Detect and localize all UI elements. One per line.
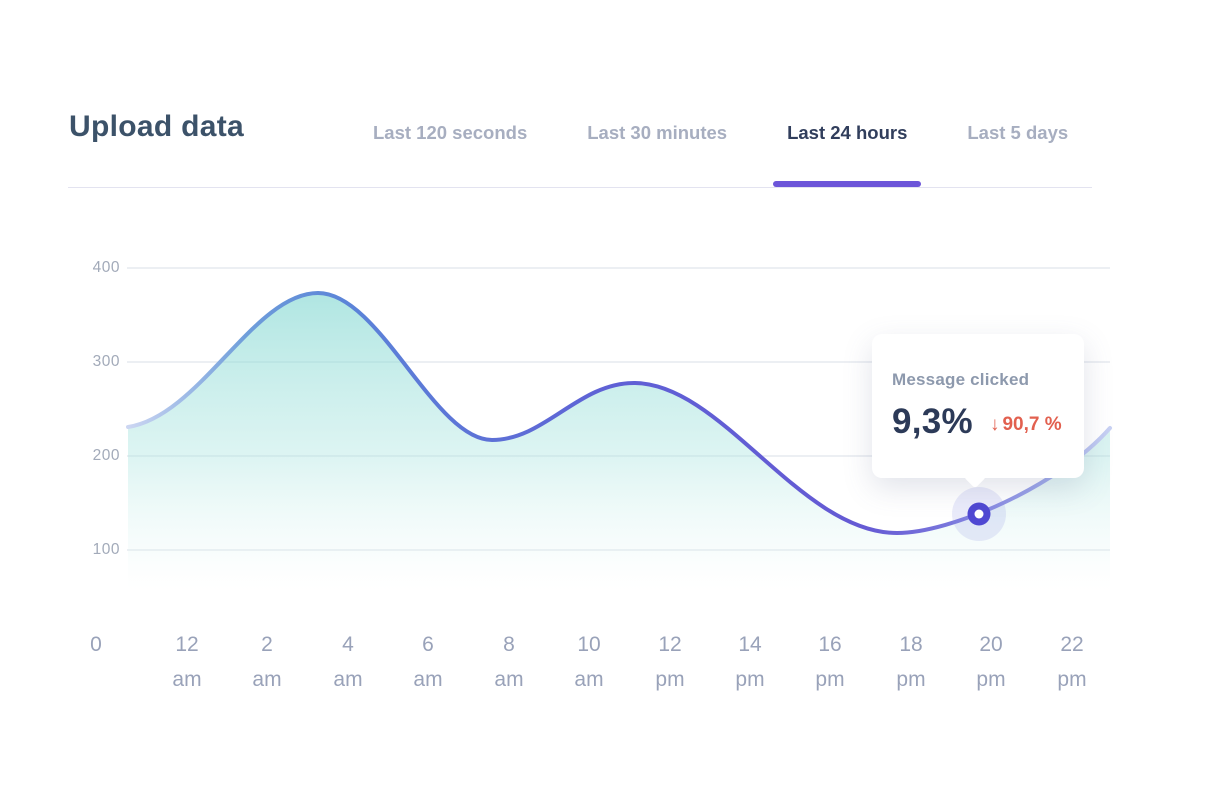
tab-label: Last 24 hours <box>787 122 908 143</box>
x-tick-2am: 2 am <box>252 633 282 691</box>
y-tick-200: 200 <box>92 447 120 464</box>
tab-last-30-minutes[interactable]: Last 30 minutes <box>587 121 727 187</box>
x-tick-22pm: 22 pm <box>1057 633 1087 691</box>
x-tick-8am: 8 am <box>494 633 524 691</box>
tooltip-delta: ↓ 90,7 % <box>990 414 1062 436</box>
y-tick-300: 300 <box>92 353 120 370</box>
y-tick-100: 100 <box>92 541 120 558</box>
area-fill <box>128 293 1110 598</box>
x-tick-0: 0 <box>90 633 102 656</box>
x-tick-4am: 4 am <box>333 633 363 691</box>
down-arrow-icon: ↓ <box>989 413 1000 435</box>
time-range-tab-bar: Last 120 seconds Last 30 minutes Last 24… <box>373 121 1068 187</box>
chart-tooltip: Message clicked 9,3% ↓ 90,7 % <box>872 334 1084 489</box>
x-tick-10am: 10 am <box>574 633 604 691</box>
x-tick-12am: 12 am <box>172 633 202 691</box>
highlight-marker[interactable] <box>952 487 1006 541</box>
tab-label: Last 120 seconds <box>373 122 528 143</box>
x-tick-6am: 6 am <box>413 633 443 691</box>
tab-label: Last 5 days <box>967 122 1069 143</box>
tab-last-120-seconds[interactable]: Last 120 seconds <box>373 121 527 187</box>
tab-last-24-hours[interactable]: Last 24 hours <box>773 121 922 187</box>
page-title: Upload data <box>69 110 244 143</box>
marker-core <box>974 509 984 519</box>
header-divider <box>68 187 1092 188</box>
x-tick-20pm: 20 pm <box>976 633 1006 691</box>
x-tick-14pm: 14 pm <box>735 633 765 691</box>
x-tick-18pm: 18 pm <box>896 633 926 691</box>
x-tick-12pm: 12 pm <box>655 633 685 691</box>
x-tick-16pm: 16 pm <box>815 633 845 691</box>
tooltip-delta-value: 90,7 % <box>1002 413 1062 435</box>
tab-label: Last 30 minutes <box>587 122 728 143</box>
tab-last-5-days[interactable]: Last 5 days <box>967 121 1068 187</box>
active-tab-underline <box>773 181 922 187</box>
y-tick-400: 400 <box>92 259 120 276</box>
trend-line <box>126 290 1112 536</box>
tooltip-value: 9,3% <box>892 402 973 441</box>
tooltip-metric-label: Message clicked <box>892 370 1030 389</box>
